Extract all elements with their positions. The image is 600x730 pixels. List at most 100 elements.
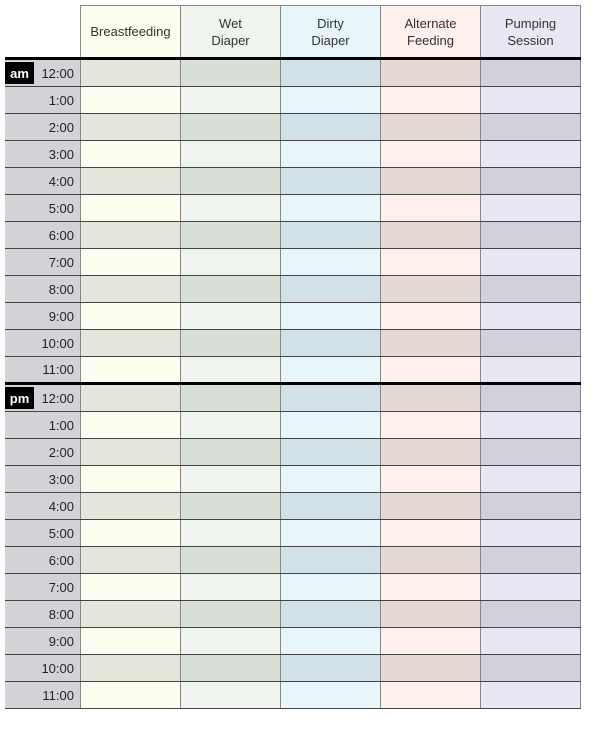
log-cell[interactable] <box>80 385 180 411</box>
log-cell[interactable] <box>180 303 280 329</box>
log-cell[interactable] <box>280 493 380 519</box>
log-cell[interactable] <box>280 412 380 438</box>
log-cell[interactable] <box>480 439 581 465</box>
log-cell[interactable] <box>280 385 380 411</box>
log-cell[interactable] <box>480 412 581 438</box>
log-cell[interactable] <box>80 87 180 113</box>
log-cell[interactable] <box>80 574 180 600</box>
log-cell[interactable] <box>80 222 180 248</box>
log-cell[interactable] <box>80 628 180 654</box>
log-cell[interactable] <box>380 385 480 411</box>
log-cell[interactable] <box>80 195 180 221</box>
log-cell[interactable] <box>480 628 581 654</box>
log-cell[interactable] <box>480 574 581 600</box>
log-cell[interactable] <box>180 249 280 275</box>
log-cell[interactable] <box>480 330 581 356</box>
log-cell[interactable] <box>180 168 280 194</box>
log-cell[interactable] <box>380 466 480 492</box>
log-cell[interactable] <box>280 628 380 654</box>
log-cell[interactable] <box>280 276 380 302</box>
log-cell[interactable] <box>480 547 581 573</box>
log-cell[interactable] <box>80 357 180 382</box>
log-cell[interactable] <box>180 330 280 356</box>
log-cell[interactable] <box>480 601 581 627</box>
log-cell[interactable] <box>80 682 180 708</box>
log-cell[interactable] <box>180 357 280 382</box>
log-cell[interactable] <box>280 682 380 708</box>
log-cell[interactable] <box>380 60 480 86</box>
log-cell[interactable] <box>80 520 180 546</box>
log-cell[interactable] <box>380 601 480 627</box>
log-cell[interactable] <box>80 412 180 438</box>
log-cell[interactable] <box>380 249 480 275</box>
log-cell[interactable] <box>180 195 280 221</box>
log-cell[interactable] <box>380 303 480 329</box>
log-cell[interactable] <box>480 60 581 86</box>
log-cell[interactable] <box>280 655 380 681</box>
log-cell[interactable] <box>480 357 581 382</box>
log-cell[interactable] <box>380 276 480 302</box>
log-cell[interactable] <box>180 87 280 113</box>
log-cell[interactable] <box>380 682 480 708</box>
log-cell[interactable] <box>480 303 581 329</box>
log-cell[interactable] <box>380 439 480 465</box>
log-cell[interactable] <box>380 330 480 356</box>
log-cell[interactable] <box>380 574 480 600</box>
log-cell[interactable] <box>280 330 380 356</box>
log-cell[interactable] <box>180 628 280 654</box>
log-cell[interactable] <box>280 547 380 573</box>
log-cell[interactable] <box>180 114 280 140</box>
log-cell[interactable] <box>380 141 480 167</box>
log-cell[interactable] <box>180 141 280 167</box>
log-cell[interactable] <box>480 249 581 275</box>
log-cell[interactable] <box>280 222 380 248</box>
log-cell[interactable] <box>380 87 480 113</box>
log-cell[interactable] <box>180 520 280 546</box>
log-cell[interactable] <box>80 60 180 86</box>
log-cell[interactable] <box>280 466 380 492</box>
log-cell[interactable] <box>380 520 480 546</box>
log-cell[interactable] <box>180 276 280 302</box>
log-cell[interactable] <box>480 168 581 194</box>
log-cell[interactable] <box>180 574 280 600</box>
log-cell[interactable] <box>480 682 581 708</box>
log-cell[interactable] <box>80 439 180 465</box>
log-cell[interactable] <box>480 385 581 411</box>
log-cell[interactable] <box>180 466 280 492</box>
log-cell[interactable] <box>80 276 180 302</box>
log-cell[interactable] <box>280 168 380 194</box>
log-cell[interactable] <box>280 574 380 600</box>
log-cell[interactable] <box>480 655 581 681</box>
log-cell[interactable] <box>180 439 280 465</box>
log-cell[interactable] <box>180 222 280 248</box>
log-cell[interactable] <box>80 303 180 329</box>
log-cell[interactable] <box>380 195 480 221</box>
log-cell[interactable] <box>380 493 480 519</box>
log-cell[interactable] <box>80 547 180 573</box>
log-cell[interactable] <box>480 141 581 167</box>
log-cell[interactable] <box>280 520 380 546</box>
log-cell[interactable] <box>80 141 180 167</box>
log-cell[interactable] <box>180 682 280 708</box>
log-cell[interactable] <box>80 466 180 492</box>
log-cell[interactable] <box>280 357 380 382</box>
log-cell[interactable] <box>80 249 180 275</box>
log-cell[interactable] <box>280 439 380 465</box>
log-cell[interactable] <box>280 195 380 221</box>
log-cell[interactable] <box>80 330 180 356</box>
log-cell[interactable] <box>80 601 180 627</box>
log-cell[interactable] <box>280 141 380 167</box>
log-cell[interactable] <box>480 114 581 140</box>
log-cell[interactable] <box>380 357 480 382</box>
log-cell[interactable] <box>80 493 180 519</box>
log-cell[interactable] <box>380 412 480 438</box>
log-cell[interactable] <box>180 493 280 519</box>
log-cell[interactable] <box>80 655 180 681</box>
log-cell[interactable] <box>380 547 480 573</box>
log-cell[interactable] <box>480 493 581 519</box>
log-cell[interactable] <box>280 601 380 627</box>
log-cell[interactable] <box>380 168 480 194</box>
log-cell[interactable] <box>480 222 581 248</box>
log-cell[interactable] <box>380 655 480 681</box>
log-cell[interactable] <box>280 249 380 275</box>
